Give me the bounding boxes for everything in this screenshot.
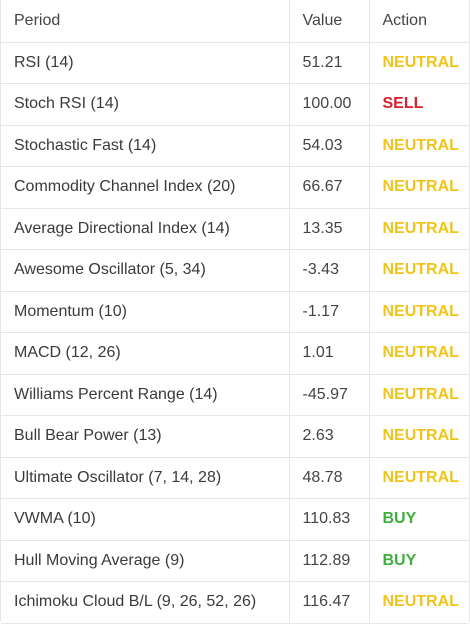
indicator-period: Awesome Oscillator (5, 34) (1, 249, 289, 292)
indicator-period: Stoch RSI (14) (1, 83, 289, 126)
indicator-period: Hull Moving Average (9) (1, 540, 289, 582)
indicator-value: 1.01 (288, 332, 369, 375)
action-badge-neutral: NEUTRAL (368, 415, 469, 458)
table-header-row: Period Value Action (1, 0, 469, 43)
action-badge-buy: BUY (368, 498, 469, 541)
table-row: Stoch RSI (14) 100.00 SELL (1, 83, 469, 126)
indicator-period: Momentum (10) (1, 291, 289, 333)
indicator-period: Ultimate Oscillator (7, 14, 28) (1, 457, 289, 499)
indicator-period: VWMA (10) (1, 498, 289, 541)
indicator-value: 13.35 (288, 208, 369, 250)
table-row: Ultimate Oscillator (7, 14, 28) 48.78 NE… (1, 457, 469, 499)
indicator-period: Stochastic Fast (14) (1, 125, 289, 167)
table-row: Commodity Channel Index (20) 66.67 NEUTR… (1, 166, 469, 209)
table-row: Williams Percent Range (14) -45.97 NEUTR… (1, 374, 469, 416)
column-header-value: Value (288, 0, 369, 43)
action-badge-neutral: NEUTRAL (368, 332, 469, 375)
indicator-value: -1.17 (288, 291, 369, 333)
table-row: MACD (12, 26) 1.01 NEUTRAL (1, 332, 469, 375)
indicator-value: 110.83 (288, 498, 369, 541)
indicator-value: 51.21 (288, 42, 369, 84)
action-badge-neutral: NEUTRAL (368, 457, 469, 499)
indicator-period: Commodity Channel Index (20) (1, 166, 289, 209)
action-badge-neutral: NEUTRAL (368, 249, 469, 292)
indicator-value: 66.67 (288, 166, 369, 209)
indicator-period: Average Directional Index (14) (1, 208, 289, 250)
action-badge-neutral: NEUTRAL (368, 208, 469, 250)
table-row: Hull Moving Average (9) 112.89 BUY (1, 540, 469, 582)
action-badge-neutral: NEUTRAL (368, 166, 469, 209)
table-row: VWMA (10) 110.83 BUY (1, 498, 469, 541)
indicator-value: 112.89 (288, 540, 369, 582)
table-row: Ichimoku Cloud B/L (9, 26, 52, 26) 116.4… (1, 581, 469, 624)
table-row: Awesome Oscillator (5, 34) -3.43 NEUTRAL (1, 249, 469, 292)
table-row: Bull Bear Power (13) 2.63 NEUTRAL (1, 415, 469, 458)
table-body: RSI (14) 51.21 NEUTRAL Stoch RSI (14) 10… (1, 42, 469, 624)
column-header-period: Period (1, 0, 289, 43)
table-row: Momentum (10) -1.17 NEUTRAL (1, 291, 469, 333)
indicator-period: RSI (14) (1, 42, 289, 84)
action-badge-neutral: NEUTRAL (368, 291, 469, 333)
table-row: RSI (14) 51.21 NEUTRAL (1, 42, 469, 84)
action-badge-neutral: NEUTRAL (368, 125, 469, 167)
action-badge-buy: BUY (368, 540, 469, 582)
indicator-value: -3.43 (288, 249, 369, 292)
table-row: Stochastic Fast (14) 54.03 NEUTRAL (1, 125, 469, 167)
table-row: Average Directional Index (14) 13.35 NEU… (1, 208, 469, 250)
action-badge-neutral: NEUTRAL (368, 42, 469, 84)
indicator-value: 100.00 (288, 83, 369, 126)
indicator-period: MACD (12, 26) (1, 332, 289, 375)
indicator-period: Bull Bear Power (13) (1, 415, 289, 458)
column-header-action: Action (368, 0, 469, 43)
action-badge-neutral: NEUTRAL (368, 581, 469, 624)
indicator-period: Williams Percent Range (14) (1, 374, 289, 416)
indicator-value: -45.97 (288, 374, 369, 416)
indicator-value: 48.78 (288, 457, 369, 499)
indicator-value: 116.47 (288, 581, 369, 624)
action-badge-sell: SELL (368, 83, 469, 126)
indicator-value: 54.03 (288, 125, 369, 167)
action-badge-neutral: NEUTRAL (368, 374, 469, 416)
indicator-period: Ichimoku Cloud B/L (9, 26, 52, 26) (1, 581, 289, 624)
indicator-value: 2.63 (288, 415, 369, 458)
